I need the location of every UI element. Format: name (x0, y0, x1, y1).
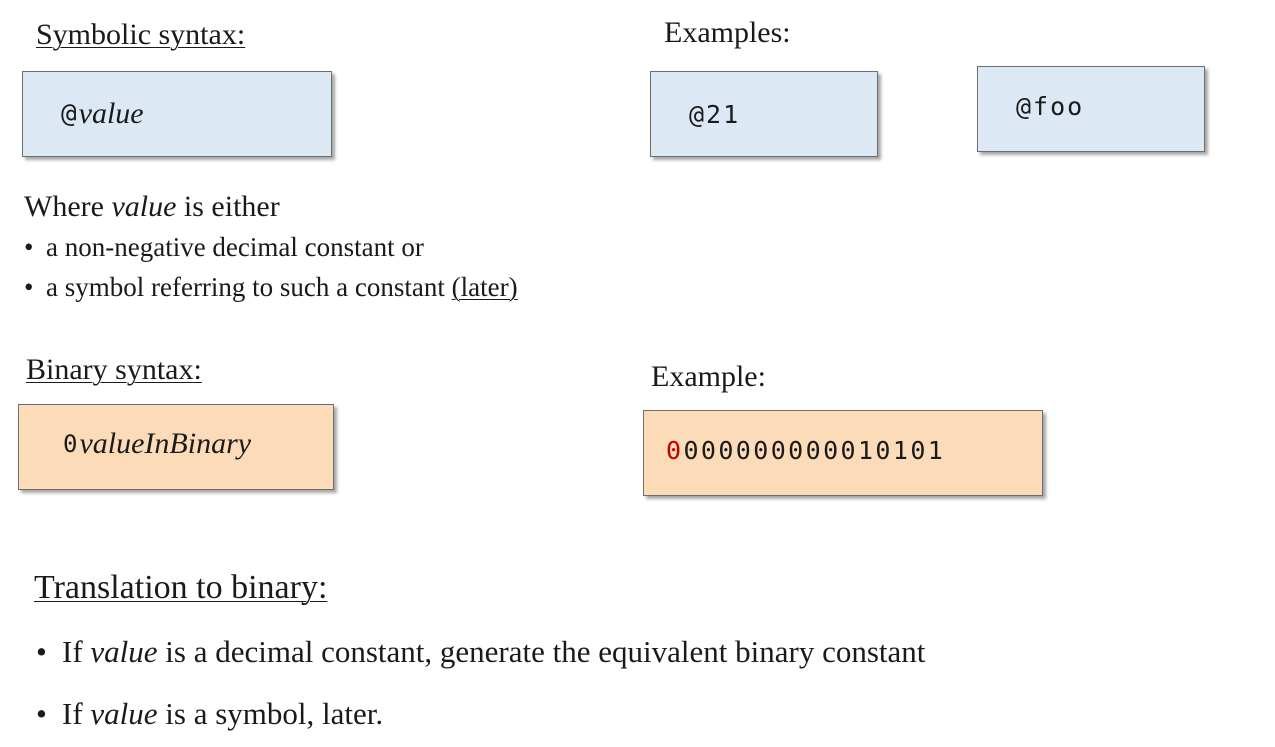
symbolic-syntax-heading: Symbolic syntax: (36, 18, 246, 51)
translation-b2-post: is a symbol, later. (157, 696, 384, 731)
where-bullet-1: • a non-negative decimal constant or (24, 230, 424, 264)
example-21-text: @21 (689, 99, 741, 129)
translation-b2-pre: If (62, 696, 91, 731)
where-bullet-2: • a symbol referring to such a constant (… (24, 270, 518, 304)
examples-heading: Examples: (664, 16, 791, 49)
example-box-21: @21 (650, 71, 878, 157)
binary-example-heading: Example: (651, 360, 766, 393)
binary-syntax-heading: Binary syntax: (26, 353, 202, 386)
translation-bullet-2: • If value is a symbol, later. (36, 696, 383, 732)
translation-b1-pre: If (62, 634, 91, 669)
where-lead-var: value (111, 190, 177, 223)
where-lead-post: is either (176, 190, 280, 223)
binary-zero-prefix: 0 (63, 430, 78, 458)
where-lead-pre: Where (24, 190, 112, 223)
where-bullet-1-text: a non-negative decimal constant or (46, 232, 424, 262)
translation-heading: Translation to binary: (34, 569, 328, 606)
later-link[interactable]: (later) (451, 272, 518, 302)
value-in-binary-placeholder: valueInBinary (79, 427, 252, 460)
binary-example-box: 0 000000000010101 (643, 410, 1043, 496)
bullet-dot: • (36, 634, 47, 669)
at-sign: @ (61, 99, 77, 129)
symbolic-syntax-box: @ value (22, 71, 332, 157)
translation-b2-var: value (90, 696, 158, 731)
example-foo-text: @foo (1016, 92, 1085, 121)
bullet-dot: • (36, 696, 47, 731)
binary-syntax-box: 0 valueInBinary (18, 404, 334, 490)
binary-first-bit: 0 (666, 435, 684, 465)
translation-b1-post: is a decimal constant, generate the equi… (157, 634, 926, 669)
example-box-foo: @foo (977, 66, 1205, 152)
translation-b1-var: value (90, 634, 158, 669)
where-bullet-2-text: a symbol referring to such a constant (46, 272, 452, 302)
bullet-dot: • (24, 272, 34, 302)
translation-bullet-1: • If value is a decimal constant, generat… (36, 634, 925, 670)
value-placeholder: value (78, 97, 144, 130)
binary-rest-bits: 000000000010101 (683, 435, 946, 465)
where-lead: Where value is either (24, 190, 280, 224)
bullet-dot: • (24, 232, 34, 262)
